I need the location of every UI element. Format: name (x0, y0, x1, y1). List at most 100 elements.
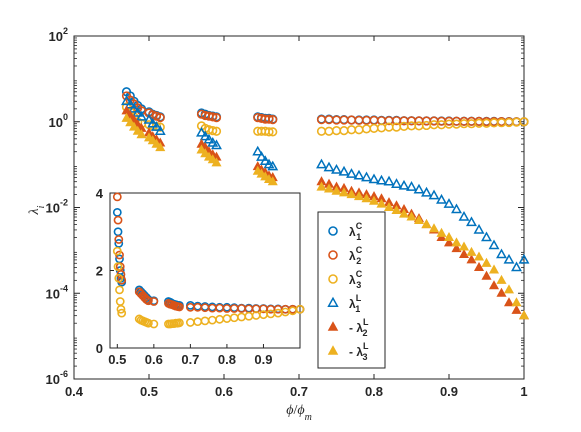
data-point (398, 179, 410, 190)
legend-label: λL 1 (349, 293, 362, 314)
data-point (436, 227, 447, 237)
data-point (443, 231, 455, 242)
inset-x-tick-label: 0.5 (108, 352, 126, 367)
data-point (268, 115, 278, 125)
inset-y-tick-label: 0 (96, 341, 103, 356)
main-y-tick-label: 102 (49, 26, 68, 44)
inset-data-point (175, 318, 184, 328)
data-point (451, 237, 462, 247)
main-y-tick-label: 100 (49, 112, 68, 130)
data-point (361, 171, 372, 182)
data-point (458, 210, 470, 221)
data-point (207, 136, 219, 147)
data-point (121, 112, 132, 122)
data-point (338, 165, 350, 176)
data-point (503, 253, 515, 264)
data-point (406, 211, 417, 221)
inset-data-point (114, 273, 124, 283)
data-point (421, 219, 432, 229)
data-point (503, 297, 515, 307)
data-point (196, 144, 207, 154)
legend-label: λC 3 (349, 269, 363, 290)
data-point (511, 261, 522, 272)
data-point (451, 243, 462, 253)
data-point (353, 191, 365, 201)
main-ticks (73, 35, 525, 380)
main-y-tick-label: 10-4 (46, 283, 68, 301)
data-point (451, 203, 462, 214)
main-x-tick-label: 0.8 (365, 384, 383, 399)
data-point (346, 168, 357, 178)
data-point (488, 280, 500, 290)
data-point (259, 155, 271, 166)
data-point (466, 254, 477, 264)
legend-marker (328, 274, 338, 284)
data-point (496, 274, 507, 284)
data-point (481, 257, 492, 267)
data-point (211, 157, 222, 167)
data-point (436, 193, 447, 204)
data-point (466, 246, 477, 256)
main-x-tick-label: 0.9 (440, 384, 458, 399)
data-point (338, 187, 350, 197)
main-x-tick-label: 0.6 (215, 384, 233, 399)
data-point (496, 248, 507, 259)
inset-data-point (117, 308, 127, 318)
data-point (211, 139, 222, 150)
data-point (264, 127, 274, 137)
inset-data-point (113, 215, 123, 225)
data-point (368, 173, 380, 184)
data-point (267, 160, 279, 171)
inset-data-point (149, 297, 159, 306)
data-point (208, 112, 218, 122)
x-axis-label: ϕ/ϕm (286, 403, 312, 423)
data-point (473, 261, 485, 271)
y-axis-label: λi (27, 205, 47, 215)
main-x-tick-label: 0.5 (140, 384, 158, 399)
data-point (473, 251, 485, 261)
inset-data-point (115, 285, 124, 295)
data-point (413, 214, 425, 224)
data-point (155, 112, 165, 123)
data-point (125, 117, 136, 127)
main-x-tick-label: 0.7 (290, 384, 308, 399)
data-point (496, 287, 507, 297)
data-point (488, 264, 500, 274)
data-point (252, 145, 264, 156)
data-point (203, 133, 215, 144)
inset-x-tick-label: 0.9 (254, 352, 272, 367)
data-point (199, 130, 211, 141)
data-point (353, 169, 365, 180)
data-point (196, 126, 207, 137)
data-point (136, 129, 147, 139)
legend-items: λC 1 λC 2 λC 3 λL 1 - λL 2 - λL 3 (327, 221, 369, 362)
data-point (428, 189, 440, 200)
inset-data-point (143, 296, 153, 306)
data-point (264, 114, 274, 124)
data-point (383, 201, 395, 212)
inset-data-point (295, 304, 305, 314)
data-point (511, 297, 522, 307)
inset-data-point (143, 318, 153, 328)
data-point (121, 95, 132, 106)
legend-label: - λL 3 (349, 341, 369, 362)
legend-label: λC 1 (349, 221, 363, 242)
data-point (331, 163, 342, 174)
data-point (376, 198, 387, 208)
data-point (128, 121, 140, 131)
data-point (458, 241, 470, 251)
data-point (443, 237, 455, 247)
inset-data-points (112, 192, 305, 329)
data-point (147, 117, 159, 128)
data-point (368, 195, 380, 205)
data-point (458, 249, 470, 259)
inset-data-point (112, 192, 122, 202)
data-point (518, 310, 530, 320)
data-point (316, 158, 327, 169)
data-point (132, 106, 144, 117)
inset-data-point (116, 304, 126, 314)
data-point (155, 142, 166, 152)
data-point (267, 176, 278, 186)
inset-tick-labels: 0.5 0.6 0.7 0.8 0.9 0 2 4 (96, 186, 273, 367)
